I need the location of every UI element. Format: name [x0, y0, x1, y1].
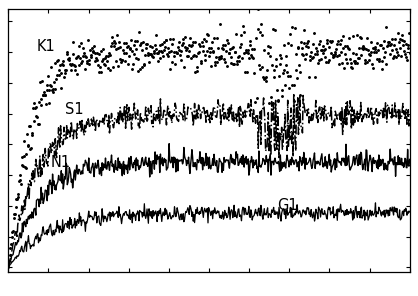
- Text: K1: K1: [36, 39, 55, 54]
- Text: S1: S1: [64, 102, 83, 117]
- Text: G1: G1: [277, 198, 298, 213]
- Text: N1: N1: [51, 155, 71, 170]
